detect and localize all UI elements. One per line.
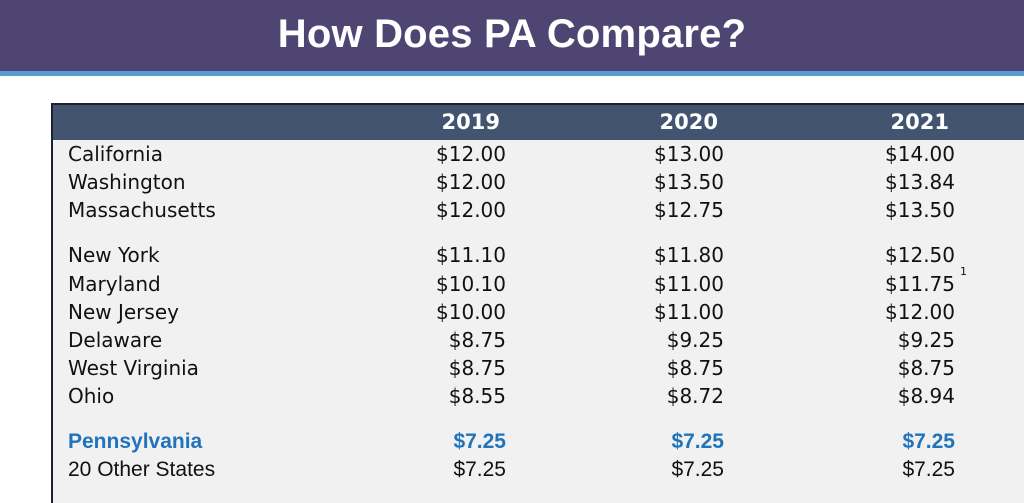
wage-2021: $13.84 [885, 170, 955, 194]
state-name: Maryland [68, 272, 161, 296]
state-name: California [68, 142, 163, 166]
wage-2021: $8.94 [897, 384, 955, 408]
wage-2020: $7.25 [671, 430, 724, 453]
wage-2020: $11.80 [654, 243, 724, 267]
wage-2021-value: $11.75 [885, 272, 955, 296]
wage-2021: $12.00 [885, 300, 955, 324]
wage-2021: $12.50 [885, 243, 955, 267]
wage-2021: $7.25 [902, 430, 955, 453]
wage-2019: $12.00 [436, 170, 506, 194]
table-row: Washington $12.00 $13.50 $13.84 [53, 168, 1024, 196]
wage-2020: $11.00 [654, 272, 724, 296]
wage-2021: $13.50 [885, 198, 955, 222]
wage-2019: $10.10 [436, 272, 506, 296]
wage-2019: $8.75 [448, 328, 506, 352]
table-row: Maryland $10.10 $11.00 $11.75 1 [53, 266, 1024, 298]
wage-comparison-table: 2019 2020 2021 California $12.00 $13.00 … [51, 103, 1024, 503]
table-row: 20 Other States $7.25 $7.25 $7.25 [53, 456, 1024, 484]
table-row: West Virginia $8.75 $8.75 $8.75 [53, 354, 1024, 382]
wage-2019: $7.25 [453, 458, 506, 481]
wage-2019: $12.00 [436, 198, 506, 222]
wage-2019: $12.00 [436, 142, 506, 166]
state-name: Delaware [68, 328, 163, 352]
table-row: New York $11.10 $11.80 $12.50 [53, 241, 1024, 269]
wage-2021: $8.75 [897, 356, 955, 380]
wage-2021: $9.25 [897, 328, 955, 352]
wage-2020: $12.75 [654, 198, 724, 222]
table-row-pennsylvania: Pennsylvania $7.25 $7.25 $7.25 [53, 428, 1024, 456]
wage-2019: $10.00 [436, 300, 506, 324]
state-name: Pennsylvania [68, 430, 203, 453]
table-row: Delaware $8.75 $9.25 $9.25 [53, 326, 1024, 354]
wage-2019: $8.75 [448, 356, 506, 380]
table-row: Massachusetts $12.00 $12.75 $13.50 [53, 196, 1024, 224]
state-name: New York [68, 243, 160, 267]
wage-2020: $8.72 [666, 384, 724, 408]
wage-2020: $8.75 [666, 356, 724, 380]
wage-2021: $11.75 1 [815, 266, 967, 298]
table-header: 2019 2020 2021 [53, 105, 1024, 140]
table-row: California $12.00 $13.00 $14.00 [53, 140, 1024, 168]
footnote-marker: 1 [960, 265, 967, 278]
column-header-2020: 2020 [659, 110, 718, 134]
wage-2019: $7.25 [453, 430, 506, 453]
state-name: Ohio [68, 384, 115, 408]
wage-2020: $11.00 [654, 300, 724, 324]
wage-2020: $13.50 [654, 170, 724, 194]
state-name: Washington [68, 170, 186, 194]
wage-2021: $7.25 [902, 458, 955, 481]
page-title: How Does PA Compare? [277, 12, 747, 56]
wage-2019: $11.10 [436, 243, 506, 267]
column-header-2019: 2019 [441, 110, 500, 134]
column-header-2021: 2021 [890, 110, 949, 134]
wage-2020: $9.25 [666, 328, 724, 352]
state-name: West Virginia [68, 356, 199, 380]
wage-2021: $14.00 [885, 142, 955, 166]
table-row: Ohio $8.55 $8.72 $8.94 [53, 382, 1024, 410]
wage-2020: $13.00 [654, 142, 724, 166]
wage-2019: $8.55 [448, 384, 506, 408]
title-banner: How Does PA Compare? [0, 0, 1024, 76]
table-row: New Jersey $10.00 $11.00 $12.00 [53, 298, 1024, 326]
state-name: 20 Other States [68, 458, 216, 481]
state-name: New Jersey [68, 300, 179, 324]
state-name: Massachusetts [68, 198, 216, 222]
wage-2020: $7.25 [671, 458, 724, 481]
